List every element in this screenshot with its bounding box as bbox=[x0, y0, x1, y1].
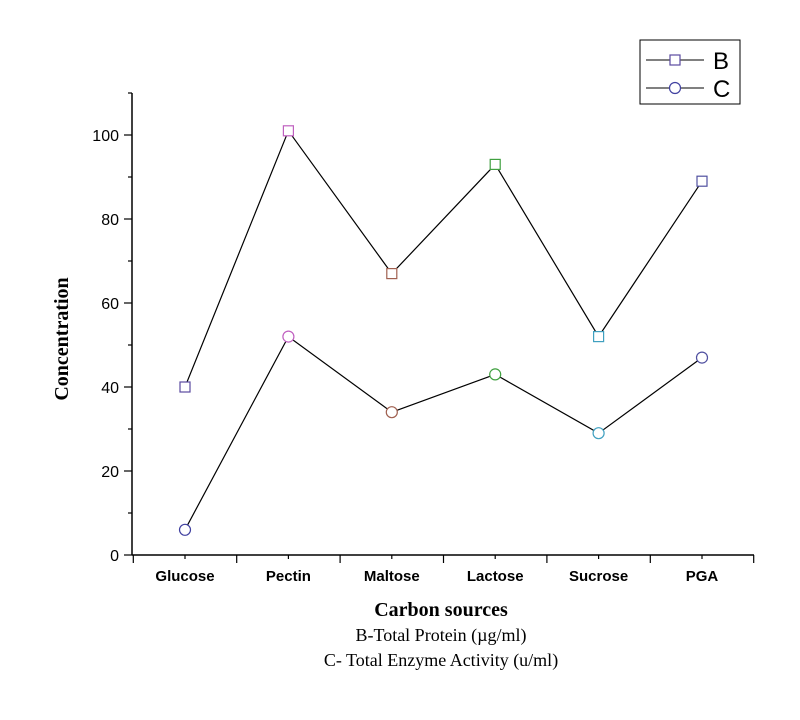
series-group bbox=[178, 125, 709, 536]
data-point-c-maltose bbox=[385, 406, 398, 419]
x-tick-label: Sucrose bbox=[569, 568, 628, 585]
legend-label-c: C bbox=[713, 76, 730, 103]
legend-marker-c-circle bbox=[668, 81, 682, 95]
data-point-b-lactose bbox=[489, 158, 501, 170]
y-tick-label: 0 bbox=[110, 548, 119, 565]
legend-marker-b-square bbox=[669, 54, 681, 66]
data-point-b-glucose bbox=[179, 381, 191, 393]
y-tick-label: 60 bbox=[101, 296, 119, 313]
y-tick-label: 40 bbox=[101, 380, 119, 397]
data-point-b-sucrose bbox=[592, 331, 605, 343]
data-point-b-pectin bbox=[282, 125, 294, 137]
data-point-c-sucrose bbox=[592, 427, 605, 440]
x-tick-label: Pectin bbox=[266, 568, 311, 585]
x-tick-label: PGA bbox=[686, 568, 719, 585]
y-axis-title: Concentration bbox=[51, 277, 73, 400]
legend-label-b: B bbox=[713, 48, 729, 75]
y-tick-label: 100 bbox=[92, 128, 119, 145]
legend: B C bbox=[639, 39, 741, 105]
x-axis-ticks: Glucose Pectin Maltose Lactose Sucrose PGA bbox=[132, 555, 755, 585]
data-point-c-lactose bbox=[489, 368, 502, 381]
y-tick-label: 80 bbox=[101, 212, 119, 229]
data-point-c-pectin bbox=[282, 330, 295, 343]
series-line-c bbox=[184, 335, 703, 531]
x-tick-label: Glucose bbox=[155, 568, 214, 585]
x-tick-label: Lactose bbox=[467, 568, 524, 585]
data-point-c-pga bbox=[695, 351, 709, 364]
y-tick-label: 20 bbox=[101, 464, 119, 481]
data-point-b-pga bbox=[696, 175, 708, 187]
data-point-c-glucose bbox=[178, 523, 192, 536]
note-total-enzyme-activity: C- Total Enzyme Activity (u/ml) bbox=[324, 650, 558, 671]
x-axis-title: Carbon sources bbox=[374, 599, 508, 621]
y-axis-ticks: 0 20 40 60 80 100 bbox=[92, 92, 132, 565]
series-line-b bbox=[184, 129, 703, 388]
data-point-b-maltose bbox=[386, 268, 398, 280]
legend-box bbox=[639, 39, 741, 105]
note-total-protein: B-Total Protein (µg/ml) bbox=[355, 625, 526, 646]
x-tick-label: Maltose bbox=[364, 568, 420, 585]
